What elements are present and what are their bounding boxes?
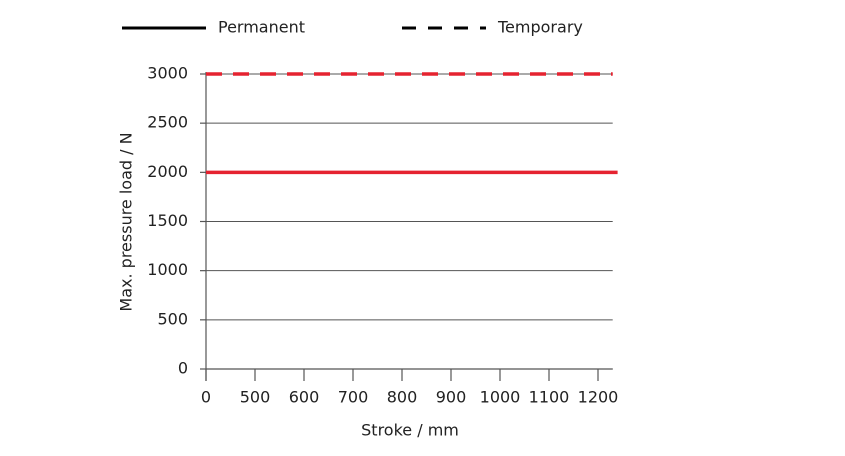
y-tick-label: 2500 (147, 113, 188, 132)
y-tick-label: 2000 (147, 162, 188, 181)
x-tick-label: 700 (338, 388, 369, 407)
legend-label: Permanent (218, 18, 305, 37)
y-tick-label: 0 (178, 359, 188, 378)
y-tick-label: 3000 (147, 64, 188, 83)
x-tick-label: 1000 (480, 388, 521, 407)
y-tick-label: 500 (157, 309, 188, 328)
x-tick-label: 500 (240, 388, 271, 407)
legend-label: Temporary (497, 18, 583, 37)
x-tick-label: 1100 (529, 388, 570, 407)
x-tick-label: 600 (289, 388, 320, 407)
x-axis-label: Stroke / mm (361, 421, 459, 440)
x-tick-label: 1200 (578, 388, 619, 407)
x-tick-label: 800 (387, 388, 418, 407)
y-tick-label: 1000 (147, 260, 188, 279)
x-tick-label: 900 (436, 388, 467, 407)
x-tick-label: 0 (201, 388, 211, 407)
y-axis-label: Max. pressure load / N (117, 132, 136, 311)
y-tick-label: 1500 (147, 211, 188, 230)
